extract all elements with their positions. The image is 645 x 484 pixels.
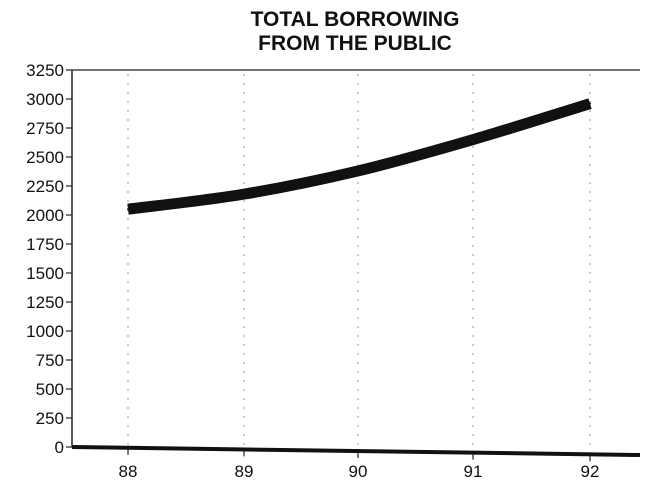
y-tick-label-1500: 1500 — [26, 264, 64, 283]
data-point-91 — [472, 138, 474, 141]
x-tick-label-88: 88 — [119, 462, 138, 481]
y-tick-label-250: 250 — [36, 409, 64, 428]
chart-title-line-1: TOTAL BORROWING — [250, 8, 460, 31]
x-axis-tick-labels: 88 89 90 91 92 — [119, 448, 600, 481]
y-tick-label-2250: 2250 — [26, 177, 64, 196]
y-tick-label-2500: 2500 — [26, 148, 64, 167]
y-tick-label-3250: 3250 — [26, 61, 64, 80]
series-layer — [127, 98, 592, 215]
y-tick-label-1750: 1750 — [26, 235, 64, 254]
y-tick-label-500: 500 — [36, 380, 64, 399]
chart-title: TOTAL BORROWING FROM THE PUBLIC — [70, 8, 640, 56]
y-tick-label-0: 0 — [55, 438, 64, 457]
x-tick-label-89: 89 — [235, 462, 254, 481]
y-tick-label-750: 750 — [36, 351, 64, 370]
y-tick-label-1000: 1000 — [26, 322, 64, 341]
x-axis-line — [71, 445, 641, 457]
y-axis-tick-labels: 0 250 500 750 1000 1250 1500 1750 2000 2250 2500 27… — [26, 61, 72, 457]
data-point-90 — [357, 169, 359, 172]
x-tick-label-91: 91 — [464, 462, 483, 481]
axes — [71, 69, 641, 457]
data-point-88 — [127, 208, 129, 211]
series-line-0 — [127, 98, 592, 215]
y-tick-label-1250: 1250 — [26, 293, 64, 312]
data-point-92 — [589, 102, 591, 105]
chart-title-line-2: FROM THE PUBLIC — [258, 32, 452, 55]
data-point-89 — [243, 193, 245, 196]
y-tick-label-2000: 2000 — [26, 206, 64, 225]
x-tick-label-92: 92 — [581, 462, 600, 481]
y-tick-label-3000: 3000 — [26, 90, 64, 109]
y-tick-label-2750: 2750 — [26, 119, 64, 138]
x-tick-label-90: 90 — [349, 462, 368, 481]
